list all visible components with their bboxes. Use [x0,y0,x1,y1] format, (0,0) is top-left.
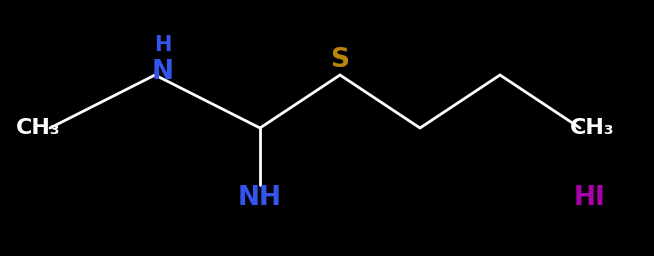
Text: CH₃: CH₃ [16,118,60,138]
Text: CH₃: CH₃ [570,118,614,138]
Text: S: S [330,47,349,73]
Text: N: N [152,59,174,85]
Text: H: H [154,35,172,55]
Text: NH: NH [238,185,282,211]
Text: HI: HI [574,185,606,211]
